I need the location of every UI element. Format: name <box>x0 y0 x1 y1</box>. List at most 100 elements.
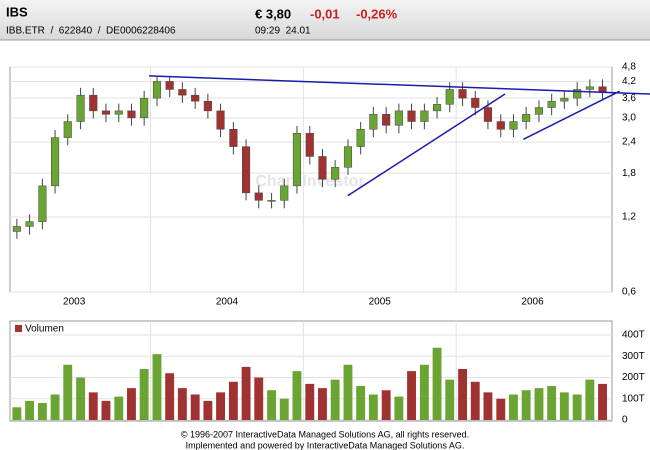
volume-bar <box>585 379 595 420</box>
volume-bar <box>318 388 327 420</box>
candle-body <box>63 121 72 138</box>
candle-body <box>318 156 327 180</box>
volume-bar <box>534 388 544 420</box>
candle-body <box>229 129 238 147</box>
candle-body <box>292 133 301 187</box>
candle-body <box>560 97 569 102</box>
volume-bar <box>165 373 175 420</box>
candle-body <box>522 114 531 122</box>
candle-body <box>458 89 467 99</box>
x-tick-label: 2005 <box>369 297 392 308</box>
volume-bar <box>381 390 391 420</box>
volume-bar <box>152 354 162 420</box>
y-tick-label: 2,4 <box>622 137 636 148</box>
volume-bar <box>267 390 277 420</box>
candle-body <box>12 226 21 232</box>
volume-bar <box>483 392 493 420</box>
volume-bar <box>330 379 340 420</box>
candle-body <box>585 86 594 90</box>
candle-body <box>407 110 416 122</box>
volume-bar <box>496 398 506 420</box>
candle-body <box>25 221 34 227</box>
volume-bar <box>76 377 86 420</box>
candle-body <box>76 94 85 122</box>
candle-body <box>152 81 162 99</box>
candle-body <box>496 121 505 130</box>
candle-body <box>547 100 556 108</box>
x-tick-label: 2004 <box>216 297 239 308</box>
header-bar <box>0 0 650 40</box>
volume-frame <box>9 320 613 422</box>
volume-bar <box>394 396 404 420</box>
candle-body <box>254 192 263 201</box>
volume-bar <box>127 388 136 420</box>
y-tick-label: 4,8 <box>622 62 636 73</box>
candle-body <box>140 97 149 119</box>
volume-bar <box>101 400 111 420</box>
trendline <box>347 93 506 197</box>
y-tick-label: 0,6 <box>622 287 636 298</box>
candle-body <box>51 137 60 187</box>
watermark: Chart-Investor <box>255 173 364 190</box>
volume-bar <box>241 366 251 420</box>
y-tick-label: 3,0 <box>622 112 636 123</box>
trendline <box>149 75 650 95</box>
candle-body <box>89 94 98 112</box>
candle-body <box>127 110 136 119</box>
volume-bar <box>216 392 225 420</box>
volume-bar <box>177 388 187 420</box>
volume-bar <box>559 392 569 420</box>
candle-body <box>471 97 480 108</box>
candle-body <box>178 89 187 96</box>
candle-body <box>432 104 442 112</box>
volume-bar <box>343 364 353 420</box>
volume-bar <box>458 369 468 420</box>
candle-body <box>394 110 403 126</box>
volume-bar <box>88 392 98 420</box>
change: -0,01 <box>310 6 340 21</box>
volume-bar <box>407 371 416 420</box>
volume-tick-label: 200T <box>622 372 645 383</box>
volume-bar <box>279 398 289 420</box>
x-tick-label: 2006 <box>521 297 544 308</box>
y-tick-label: 1,2 <box>622 212 636 223</box>
volume-bar <box>305 383 315 420</box>
candle-body <box>382 114 391 126</box>
volume-bar <box>63 364 73 420</box>
volume-bar <box>37 403 47 420</box>
change-pct: -0,26% <box>356 6 398 21</box>
candle-body <box>267 200 276 202</box>
candle-body <box>534 107 544 115</box>
volume-bar <box>228 381 238 420</box>
time: 09:29 24.01 <box>255 26 311 37</box>
volume-bar <box>445 379 455 420</box>
candle-body <box>343 146 353 168</box>
volume-bar <box>432 347 442 420</box>
candle-body <box>573 89 582 99</box>
candle-body <box>203 100 212 112</box>
volume-bar <box>254 377 264 420</box>
x-tick-label: 2003 <box>63 297 86 308</box>
volume-bar <box>292 371 302 420</box>
volume-bar <box>470 381 480 420</box>
candle-body <box>101 110 111 115</box>
volume-bar <box>190 394 200 420</box>
volume-bar <box>139 369 149 420</box>
volume-bar <box>547 386 557 420</box>
y-tick-label: 1,8 <box>622 168 636 179</box>
candle-body <box>445 89 454 105</box>
trendline <box>523 90 620 140</box>
volume-tick-label: 400T <box>622 330 645 341</box>
volume-bar <box>12 407 22 420</box>
legend-label: Volumen <box>25 324 64 335</box>
footer-line: © 1996-2007 InteractiveData Managed Solu… <box>181 429 469 439</box>
candle-body <box>305 133 314 157</box>
candle-body <box>420 110 429 122</box>
candle-body <box>356 129 365 147</box>
volume-bar <box>114 396 124 420</box>
legend-swatch <box>15 325 22 332</box>
volume-bar <box>203 400 213 420</box>
candle-body <box>483 107 492 122</box>
